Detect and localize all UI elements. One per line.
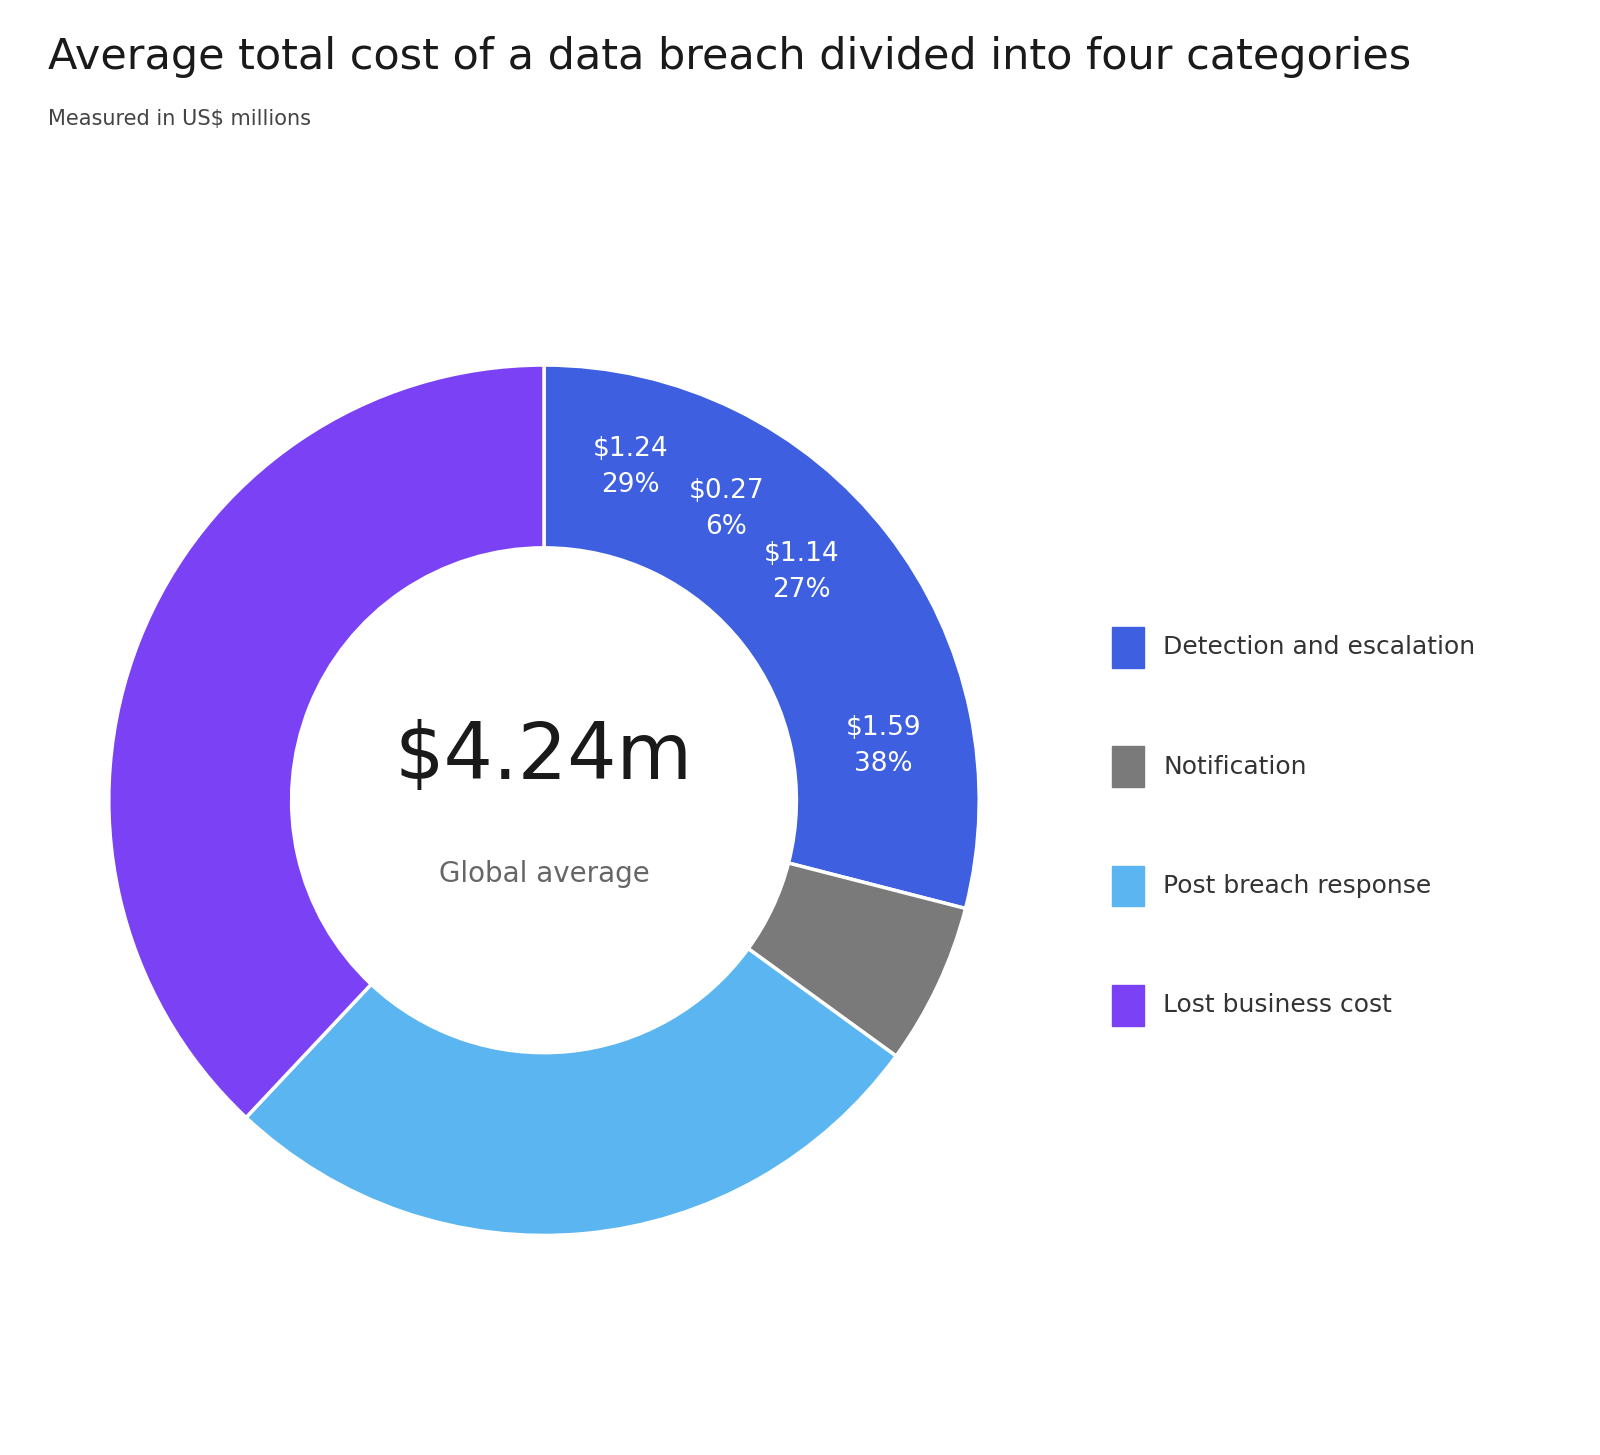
- Text: Measured in US$ millions: Measured in US$ millions: [48, 109, 310, 129]
- Wedge shape: [544, 365, 979, 908]
- Wedge shape: [246, 949, 896, 1235]
- Text: $0.27
6%: $0.27 6%: [688, 477, 765, 540]
- Text: $4.24m: $4.24m: [395, 719, 693, 794]
- Text: Detection and escalation: Detection and escalation: [1163, 636, 1475, 659]
- Text: Lost business cost: Lost business cost: [1163, 994, 1392, 1017]
- Wedge shape: [109, 365, 544, 1117]
- Text: Global average: Global average: [438, 860, 650, 888]
- Text: $1.59
38%: $1.59 38%: [846, 716, 922, 777]
- Text: Post breach response: Post breach response: [1163, 874, 1432, 898]
- Text: $1.14
27%: $1.14 27%: [763, 541, 840, 604]
- Text: Average total cost of a data breach divided into four categories: Average total cost of a data breach divi…: [48, 36, 1411, 79]
- Wedge shape: [749, 863, 965, 1056]
- Text: Notification: Notification: [1163, 755, 1307, 778]
- Text: $1.24
29%: $1.24 29%: [592, 436, 667, 499]
